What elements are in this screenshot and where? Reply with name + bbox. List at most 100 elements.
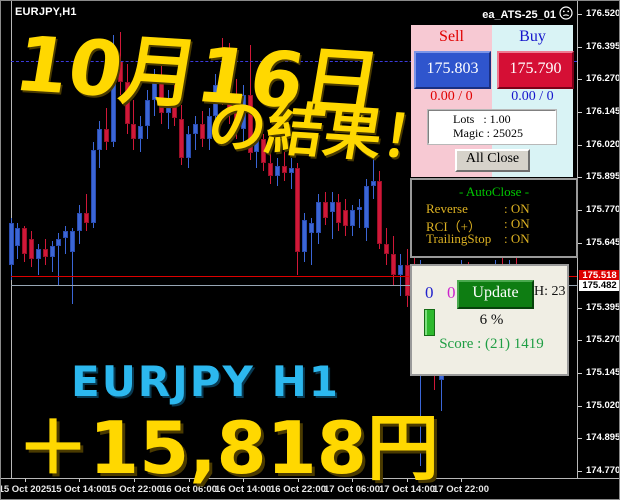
time-tick bbox=[298, 478, 299, 482]
price-tick-label: 174.895 bbox=[586, 432, 620, 444]
rci-label: RCI（+） bbox=[426, 219, 482, 234]
trailingstop-label: TrailingStop bbox=[426, 231, 492, 246]
bull-candle-body bbox=[97, 128, 103, 150]
autoclose-row-trailingstop: TrailingStop : ON bbox=[412, 231, 576, 246]
price-tick-label: 176.145 bbox=[586, 105, 620, 117]
candle-wick bbox=[235, 79, 237, 140]
bull-candle-body bbox=[35, 249, 41, 260]
price-tick bbox=[578, 373, 582, 375]
bear-candle-body bbox=[158, 76, 164, 114]
bear-candle-body bbox=[336, 202, 342, 223]
bull-candle-body bbox=[240, 95, 246, 129]
bull-candle-body bbox=[329, 202, 335, 213]
dashed-price-line bbox=[11, 61, 577, 62]
time-tick-label: 16 Oct 06:00 bbox=[161, 484, 217, 495]
overlay-profit-text: ＋15,818円 bbox=[17, 406, 439, 490]
score-label: Score : (21) 1419 bbox=[439, 336, 544, 352]
bear-candle-body bbox=[404, 264, 410, 296]
price-tick bbox=[578, 242, 582, 244]
bull-candle-body bbox=[206, 115, 212, 140]
bear-candle-body bbox=[343, 209, 349, 226]
bull-candle-body bbox=[309, 222, 314, 234]
symbol-period-label: EURJPY,H1 bbox=[15, 6, 77, 18]
time-tick bbox=[461, 478, 462, 482]
time-tick bbox=[134, 478, 135, 482]
lots-line: Lots : 1.00 bbox=[453, 112, 511, 126]
bear-candle-body bbox=[42, 249, 48, 257]
sell-title: Sell bbox=[439, 28, 464, 45]
autoclose-row-rci: RCI（+） : ON bbox=[412, 216, 576, 234]
candle-wick bbox=[85, 194, 87, 231]
price-tick-label: 176.395 bbox=[586, 40, 620, 52]
current-price-badge: 175.518 bbox=[579, 270, 619, 282]
count-magenta: 0 bbox=[447, 283, 456, 302]
candle-wick bbox=[372, 157, 374, 200]
autoclose-title: - AutoClose - bbox=[458, 184, 530, 199]
bull-candle-body bbox=[151, 76, 157, 101]
update-button[interactable]: Update bbox=[457, 280, 534, 309]
buy-title: Buy bbox=[519, 28, 546, 45]
bear-candle-body bbox=[124, 81, 130, 124]
bear-candle-body bbox=[261, 139, 267, 163]
bull-candle-body bbox=[70, 230, 75, 252]
bull-candle-body bbox=[15, 228, 21, 247]
candle-wick bbox=[37, 243, 39, 276]
candle-wick bbox=[399, 254, 401, 296]
bull-candle-body bbox=[302, 220, 308, 252]
sell-position-stats: 0.00 / 0 bbox=[430, 89, 473, 104]
price-tick bbox=[578, 307, 582, 309]
trade-panel: Sell Buy 175.803 175.790 0.00 / 0 0.00 /… bbox=[411, 25, 574, 177]
bull-candle-body bbox=[192, 123, 198, 135]
time-tick-label: 17 Oct 06:00 bbox=[324, 484, 380, 495]
price-tick bbox=[578, 209, 582, 211]
bull-candle-body bbox=[49, 246, 55, 257]
lots-magic-box: Lots : 1.00 Magic : 25025 bbox=[427, 109, 557, 145]
price-tick bbox=[578, 177, 582, 179]
update-panel: 0 0 Update H: 23 6 % Score : (21) 1419 bbox=[410, 264, 569, 376]
time-tick-label: 17 Oct 14:00 bbox=[379, 484, 435, 495]
rci-value: : ON bbox=[504, 216, 530, 231]
autoclose-panel: - AutoClose - Reverse : ON RCI（+） : ON T… bbox=[410, 178, 578, 258]
bear-candle-body bbox=[384, 243, 390, 255]
price-tick bbox=[578, 111, 582, 113]
time-axis-separator bbox=[1, 478, 619, 479]
autoclose-row-reverse: Reverse : ON bbox=[412, 201, 576, 216]
candle-wick bbox=[229, 42, 231, 124]
bull-candle-body bbox=[56, 238, 62, 247]
bull-candle-body bbox=[397, 264, 403, 276]
count-blue: 0 bbox=[425, 283, 434, 302]
reverse-value: : ON bbox=[504, 201, 530, 216]
all-close-button[interactable]: All Close bbox=[455, 149, 530, 172]
sad-face-icon[interactable] bbox=[559, 6, 573, 23]
bull-candle-body bbox=[145, 100, 151, 127]
bear-candle-body bbox=[295, 168, 301, 252]
buy-button[interactable]: 175.790 bbox=[497, 51, 574, 89]
bear-candle-body bbox=[281, 165, 287, 174]
price-tick-label: 174.770 bbox=[586, 465, 620, 476]
price-tick-label: 175.395 bbox=[586, 301, 620, 313]
sell-button[interactable]: 175.803 bbox=[414, 51, 491, 89]
candle-wick bbox=[222, 37, 224, 106]
bull-candle-body bbox=[76, 212, 82, 231]
bear-candle-body bbox=[83, 212, 89, 223]
current-price-badge: 175.482 bbox=[579, 279, 619, 291]
bear-candle-body bbox=[391, 254, 396, 276]
bear-candle-body bbox=[233, 113, 239, 129]
candle-wick bbox=[72, 228, 73, 304]
bull-candle-body bbox=[186, 134, 192, 158]
time-tick-label: 15 Oct 2025 bbox=[0, 484, 52, 495]
price-tick bbox=[578, 438, 582, 440]
time-tick-label: 15 Oct 22:00 bbox=[106, 484, 162, 495]
bull-candle-body bbox=[254, 139, 260, 153]
price-tick-label: 175.645 bbox=[586, 236, 620, 248]
price-tick-label: 175.145 bbox=[586, 367, 620, 379]
candle-wick bbox=[65, 225, 67, 255]
trailingstop-value: : ON bbox=[504, 231, 530, 246]
candle-wick bbox=[51, 241, 53, 273]
price-tick-label: 176.270 bbox=[586, 73, 620, 85]
bull-candle-body bbox=[315, 202, 321, 234]
price-tick bbox=[578, 79, 582, 81]
time-tick-label: 17 Oct 22:00 bbox=[433, 484, 489, 495]
price-tick bbox=[578, 471, 582, 472]
